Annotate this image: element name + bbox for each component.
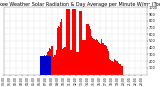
Title: Milwaukee Weather Solar Radiation & Day Average per Minute W/m² (Today): Milwaukee Weather Solar Radiation & Day … (0, 2, 160, 7)
